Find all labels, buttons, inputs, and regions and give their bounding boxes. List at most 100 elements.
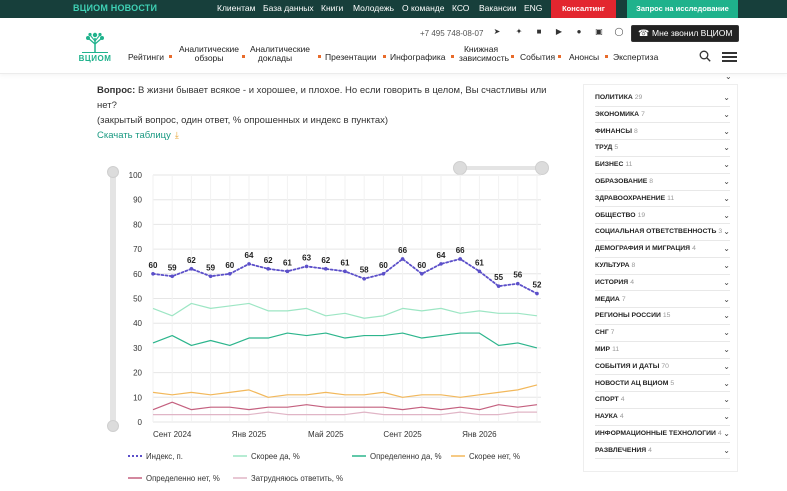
category-item[interactable]: Наука 4 ⌄ — [595, 409, 730, 426]
menu-icon[interactable] — [722, 52, 737, 62]
category-name: Мир — [595, 346, 611, 353]
rutube-icon[interactable]: ▣ — [595, 27, 603, 36]
chevron-down-icon[interactable]: ⌄ — [725, 72, 732, 81]
chevron-down-icon[interactable]: ⌄ — [723, 261, 730, 270]
category-item[interactable]: Политика 29 ⌄ — [595, 90, 730, 107]
nav-item-analytical-reviews[interactable]: Аналитические обзоры — [178, 44, 240, 63]
chevron-down-icon[interactable]: ⌄ — [723, 227, 730, 237]
vertical-range-slider[interactable] — [107, 166, 119, 432]
chevron-down-icon[interactable]: ⌄ — [723, 277, 730, 287]
category-item[interactable]: Спорт 4 ⌄ — [595, 392, 730, 410]
topnav-link-vacancies[interactable]: Вакансии — [479, 3, 517, 13]
nav-item-ratings[interactable]: Рейтинги — [128, 52, 164, 62]
consulting-button[interactable]: Консалтинг — [551, 0, 616, 18]
search-icon[interactable] — [699, 50, 711, 62]
news-brand-link[interactable]: ВЦИОМ НОВОСТИ — [73, 3, 158, 13]
chevron-down-icon[interactable]: ⌄ — [723, 109, 730, 119]
chevron-down-icon[interactable]: ⌄ — [723, 311, 730, 321]
nav-item-expertise[interactable]: Экспертиза — [613, 52, 659, 62]
category-item[interactable]: Новости АЦ ВЦИОМ 5 ⌄ — [595, 376, 730, 393]
chevron-down-icon[interactable]: ⌄ — [723, 412, 730, 422]
chevron-down-icon[interactable]: ⌄ — [723, 345, 730, 354]
series-line — [152, 332, 538, 349]
chevron-down-icon[interactable]: ⌄ — [723, 160, 730, 170]
category-item[interactable]: События и даты 70 ⌄ — [595, 359, 730, 376]
nav-item-announcements[interactable]: Анонсы — [569, 52, 600, 62]
category-item[interactable]: Образование 8 ⌄ — [595, 174, 730, 191]
topnav-link-books[interactable]: Книги — [321, 3, 344, 13]
category-item[interactable]: Культура 8 ⌄ — [595, 258, 730, 275]
podcast-icon[interactable]: ◯ — [614, 27, 624, 36]
category-count: 19 — [637, 211, 646, 219]
category-item[interactable]: Экономика 7 ⌄ — [595, 107, 730, 124]
category-item[interactable]: Регионы России 15 ⌄ — [595, 308, 730, 326]
topnav-link-kso[interactable]: КСО — [452, 3, 470, 13]
category-item[interactable]: Социальная ответственность 3 ⌄ — [595, 224, 730, 242]
index-data-label: 59 — [168, 263, 177, 272]
slider-handle-bottom[interactable] — [107, 420, 119, 432]
research-request-button[interactable]: Запрос на исследование — [627, 0, 738, 18]
vciom-logo[interactable]: ВЦИОМ — [72, 32, 118, 66]
category-item[interactable]: Здравоохранение 11 ⌄ — [595, 191, 730, 208]
category-name: Финансы — [595, 127, 632, 135]
chevron-down-icon[interactable]: ⌄ — [723, 193, 730, 203]
category-item[interactable]: Медиа 7 ⌄ — [595, 292, 730, 309]
index-data-label: 62 — [264, 256, 273, 265]
category-item[interactable]: Демография и миграция 4 ⌄ — [595, 241, 730, 258]
chevron-down-icon[interactable]: ⌄ — [723, 126, 730, 136]
index-point — [362, 276, 367, 281]
slider-handle-right[interactable] — [535, 161, 549, 175]
y-tick-label: 70 — [133, 245, 142, 254]
chevron-down-icon[interactable]: ⌄ — [723, 244, 730, 254]
category-item[interactable]: Труд 5 ⌄ — [595, 140, 730, 158]
category-item[interactable]: История 4 ⌄ — [595, 275, 730, 292]
chevron-down-icon[interactable]: ⌄ — [723, 294, 730, 304]
index-data-label: 66 — [398, 246, 407, 255]
nav-separator — [242, 55, 245, 58]
chevron-down-icon[interactable]: ⌄ — [723, 445, 730, 455]
category-item[interactable]: Мир 11 ⌄ — [595, 342, 730, 359]
nav-item-infographics[interactable]: Инфографика — [390, 52, 446, 62]
nav-item-analytical-reports[interactable]: Аналитические доклады — [250, 44, 311, 63]
category-item[interactable]: Развлечения 4 ⌄ — [595, 443, 730, 460]
index-data-label: 64 — [437, 251, 446, 260]
nav-item-presentations[interactable]: Презентации — [325, 52, 377, 62]
ok-icon[interactable]: ● — [576, 27, 582, 36]
topnav-link-clients[interactable]: Клиентам — [217, 3, 256, 13]
nav-item-events[interactable]: События — [520, 52, 556, 62]
chevron-down-icon[interactable]: ⌄ — [723, 361, 730, 371]
youtube-icon[interactable]: ▶ — [555, 27, 563, 36]
download-table-link[interactable]: Скачать таблицу ⤓ — [97, 130, 179, 141]
category-item[interactable]: Общество 19 ⌄ — [595, 208, 730, 225]
callme-button[interactable]: ☎ Мне звонил ВЦИОМ — [631, 25, 739, 42]
chevron-down-icon[interactable]: ⌄ — [723, 378, 730, 388]
category-name: Спорт — [595, 396, 619, 404]
topnav-link-team[interactable]: О команде — [402, 3, 445, 13]
topnav-link-youth[interactable]: Молодежь — [353, 3, 395, 13]
chevron-down-icon[interactable]: ⌄ — [723, 93, 730, 102]
nav-item-book-addiction[interactable]: Книжная зависимость — [459, 44, 510, 63]
index-data-label: 62 — [321, 256, 330, 265]
question-label: Вопрос: — [97, 85, 136, 96]
chevron-down-icon[interactable]: ⌄ — [723, 395, 730, 405]
chevron-down-icon[interactable]: ⌄ — [723, 143, 730, 153]
slider-handle-top[interactable] — [107, 166, 119, 178]
series-line — [153, 411, 537, 416]
horizontal-range-slider[interactable] — [453, 161, 549, 175]
category-item[interactable]: Финансы 8 ⌄ — [595, 124, 730, 141]
topnav-link-eng[interactable]: ENG — [524, 3, 543, 13]
category-item[interactable]: СНГ 7 ⌄ — [595, 325, 730, 342]
chevron-down-icon[interactable]: ⌄ — [723, 210, 730, 220]
chevron-down-icon[interactable]: ⌄ — [723, 328, 730, 338]
category-item[interactable]: Информационные технологии 4 ⌄ — [595, 426, 730, 443]
category-item[interactable]: Бизнес 11 ⌄ — [595, 157, 730, 174]
index-data-label: 61 — [283, 258, 292, 267]
y-tick-label: 20 — [133, 369, 142, 378]
telegram-icon[interactable]: ➤ — [493, 27, 501, 36]
chevron-down-icon[interactable]: ⌄ — [723, 177, 730, 186]
chevron-down-icon[interactable]: ⌄ — [723, 429, 730, 438]
dzen-icon[interactable]: ✦ — [515, 27, 523, 36]
vk-icon[interactable]: ■ — [536, 27, 542, 36]
phone-number[interactable]: +7 495 748-08-07 — [420, 29, 484, 38]
topnav-link-database[interactable]: База данных — [263, 3, 314, 13]
